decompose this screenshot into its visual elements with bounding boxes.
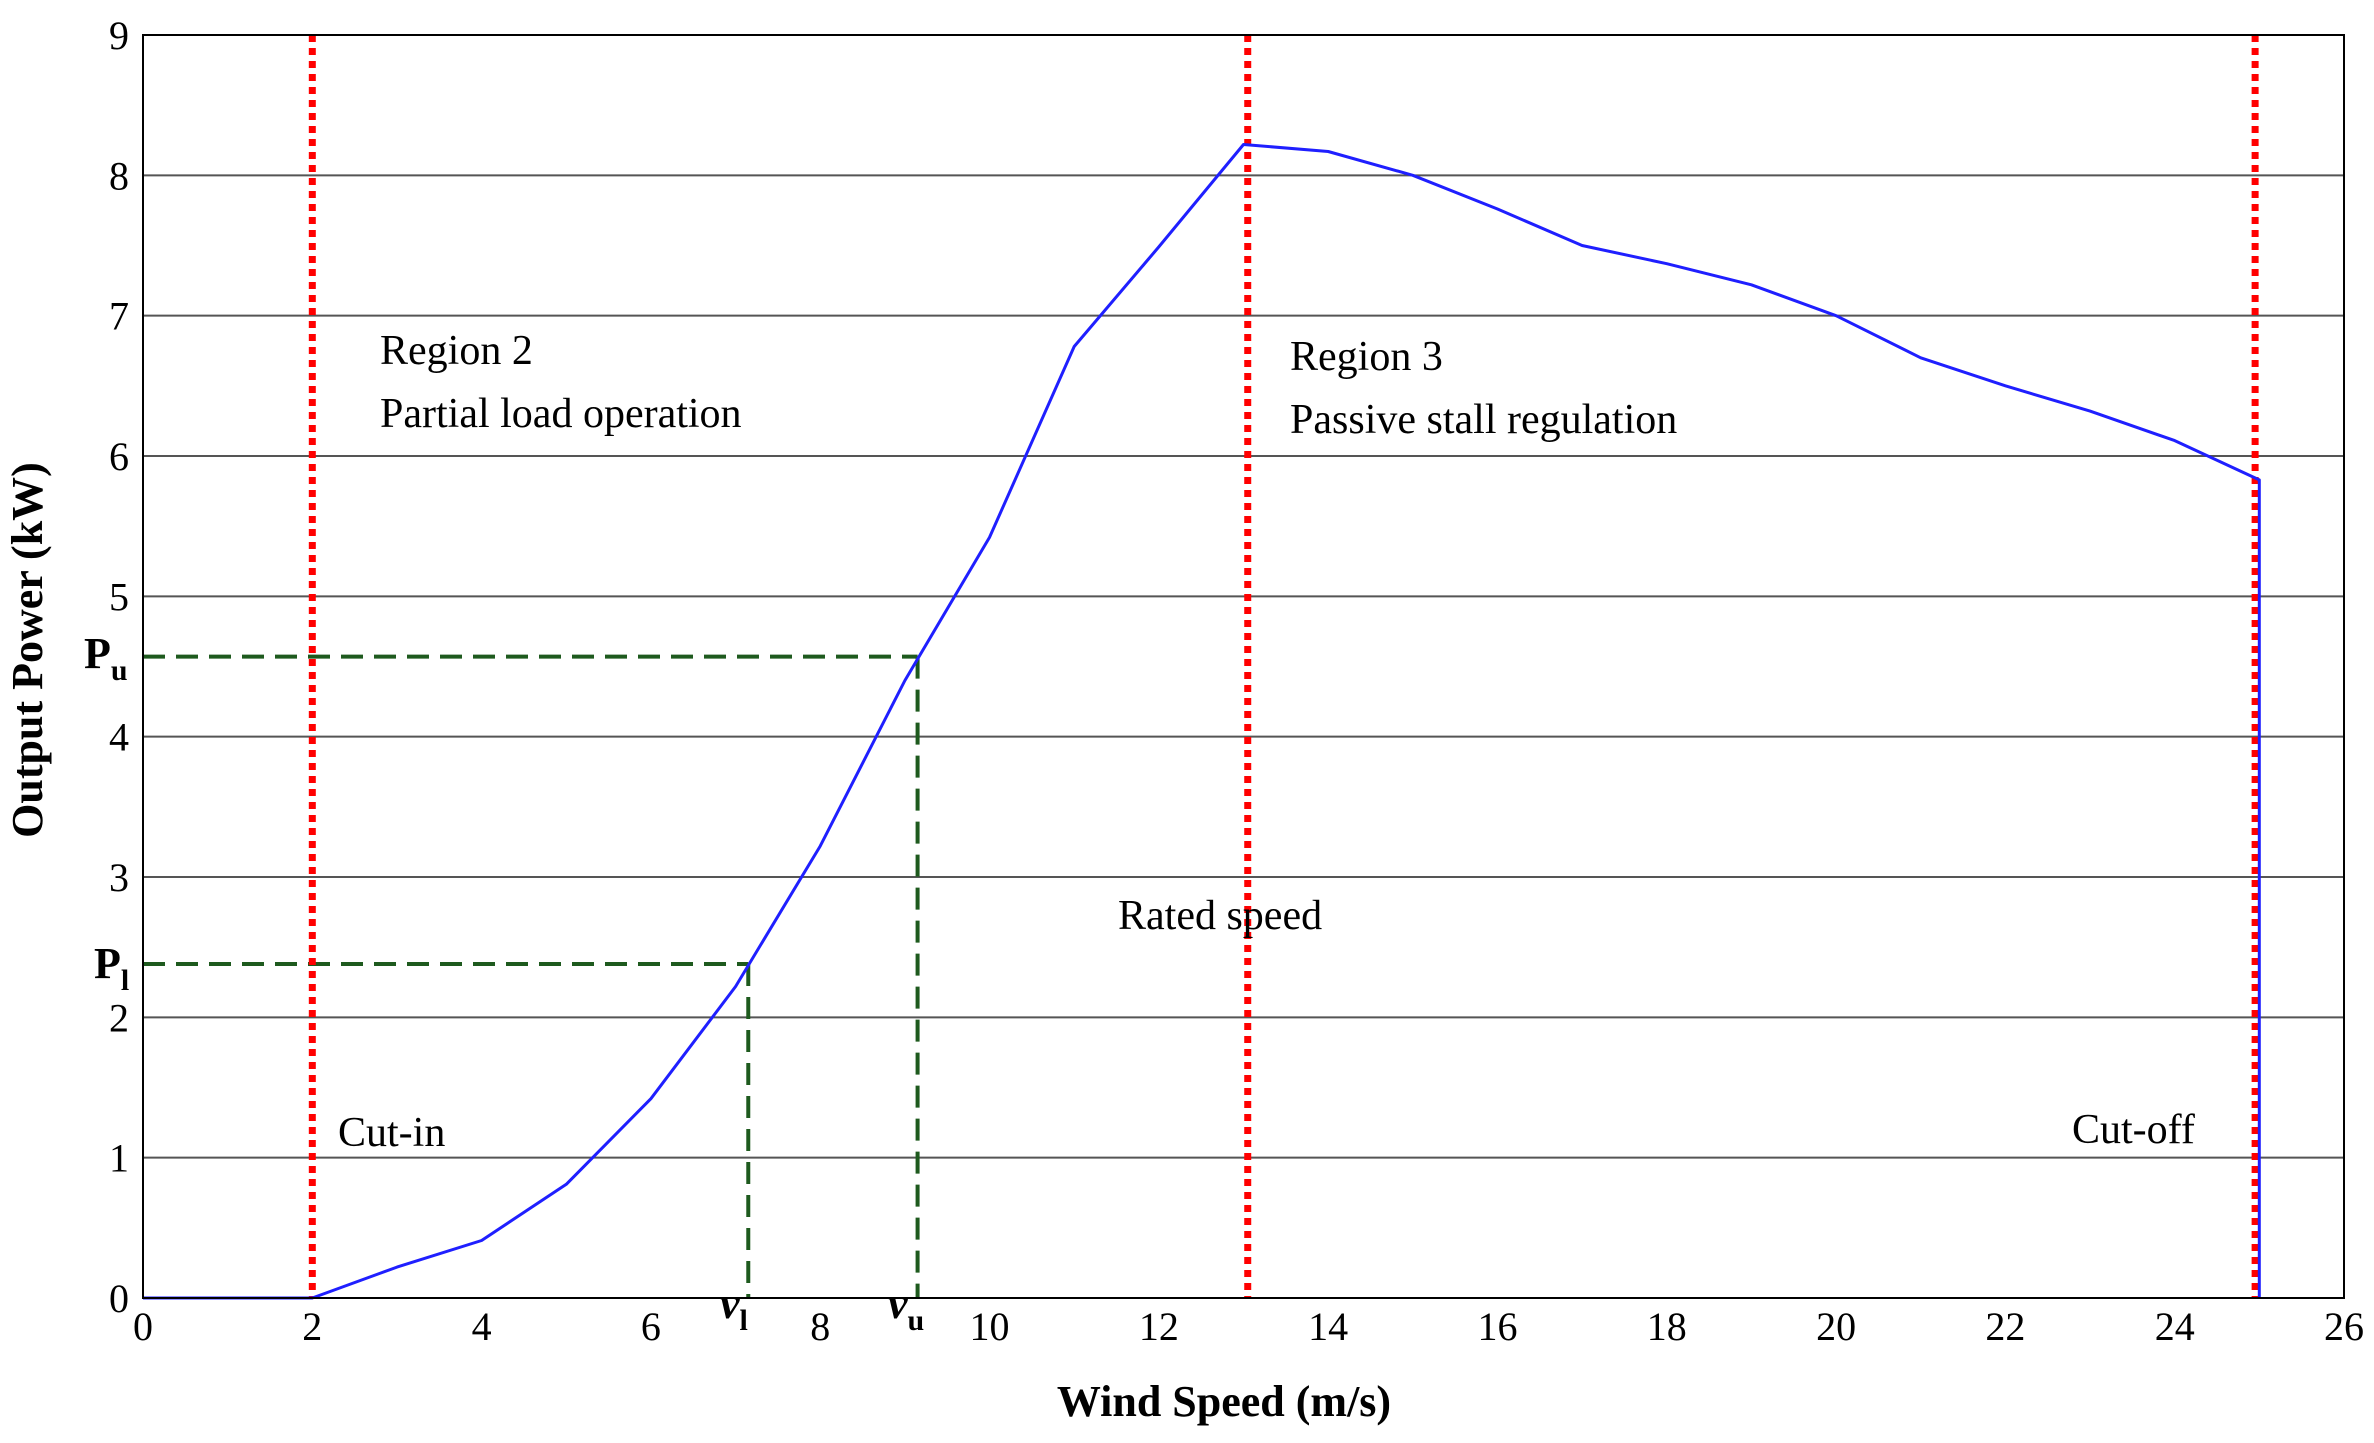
y-tick-label-3: 3 xyxy=(109,855,129,900)
x-tick-label-8: 8 xyxy=(810,1304,830,1349)
y-axis-title: Output Power (kW) xyxy=(3,462,52,838)
series-line-0 xyxy=(143,143,2261,1300)
y-tick-label-0: 0 xyxy=(109,1276,129,1321)
x-tick-label-18: 18 xyxy=(1647,1304,1687,1349)
p-lower-label: Pl xyxy=(94,939,129,997)
v-lower-label: vl xyxy=(720,1279,748,1337)
grid-lines xyxy=(143,174,2344,1159)
y-tick-label-6: 6 xyxy=(109,434,129,479)
region-3-subtitle: Passive stall regulation xyxy=(1290,397,1677,443)
cut-in-label: Cut-in xyxy=(338,1110,445,1156)
y-tick-labels: 0 1 2 3 4 5 6 7 8 9 xyxy=(109,13,129,1321)
p-upper-label: Pu xyxy=(84,629,128,687)
y-tick-label-8: 8 xyxy=(109,153,129,198)
x-tick-label-24: 24 xyxy=(2155,1304,2195,1349)
region-2-title: Region 2 xyxy=(380,328,533,374)
x-tick-label-4: 4 xyxy=(472,1304,492,1349)
x-tick-label-2: 2 xyxy=(302,1304,322,1349)
cut-off-label: Cut-off xyxy=(2072,1107,2195,1153)
rated-speed-label: Rated speed xyxy=(1118,893,1322,939)
x-tick-label-14: 14 xyxy=(1308,1304,1348,1349)
x-tick-label-22: 22 xyxy=(1985,1304,2025,1349)
x-tick-label-12: 12 xyxy=(1139,1304,1179,1349)
x-axis-title: Wind Speed (m/s) xyxy=(1057,1377,1391,1426)
y-tick-label-4: 4 xyxy=(109,715,129,760)
x-tick-labels: 0 2 4 6 8 10 12 14 16 18 20 22 24 26 xyxy=(133,1304,2364,1349)
vertical-reference-lines xyxy=(308,35,2259,1298)
series-lines xyxy=(143,143,2261,1300)
y-tick-label-7: 7 xyxy=(109,294,129,339)
y-tick-label-5: 5 xyxy=(109,574,129,619)
y-tick-label-9: 9 xyxy=(109,13,129,58)
y-tick-label-1: 1 xyxy=(109,1136,129,1181)
x-tick-label-20: 20 xyxy=(1816,1304,1856,1349)
x-tick-label-16: 16 xyxy=(1477,1304,1517,1349)
region-3-title: Region 3 xyxy=(1290,334,1443,380)
x-tick-label-0: 0 xyxy=(133,1304,153,1349)
region-2-subtitle: Partial load operation xyxy=(380,391,742,437)
y-tick-label-2: 2 xyxy=(109,995,129,1040)
x-tick-label-6: 6 xyxy=(641,1304,661,1349)
x-tick-label-26: 26 xyxy=(2324,1304,2364,1349)
plot-frame xyxy=(142,34,2345,1299)
v-upper-label: vu xyxy=(888,1279,924,1337)
x-tick-label-10: 10 xyxy=(970,1304,1010,1349)
dashed-markers xyxy=(143,654,920,1298)
